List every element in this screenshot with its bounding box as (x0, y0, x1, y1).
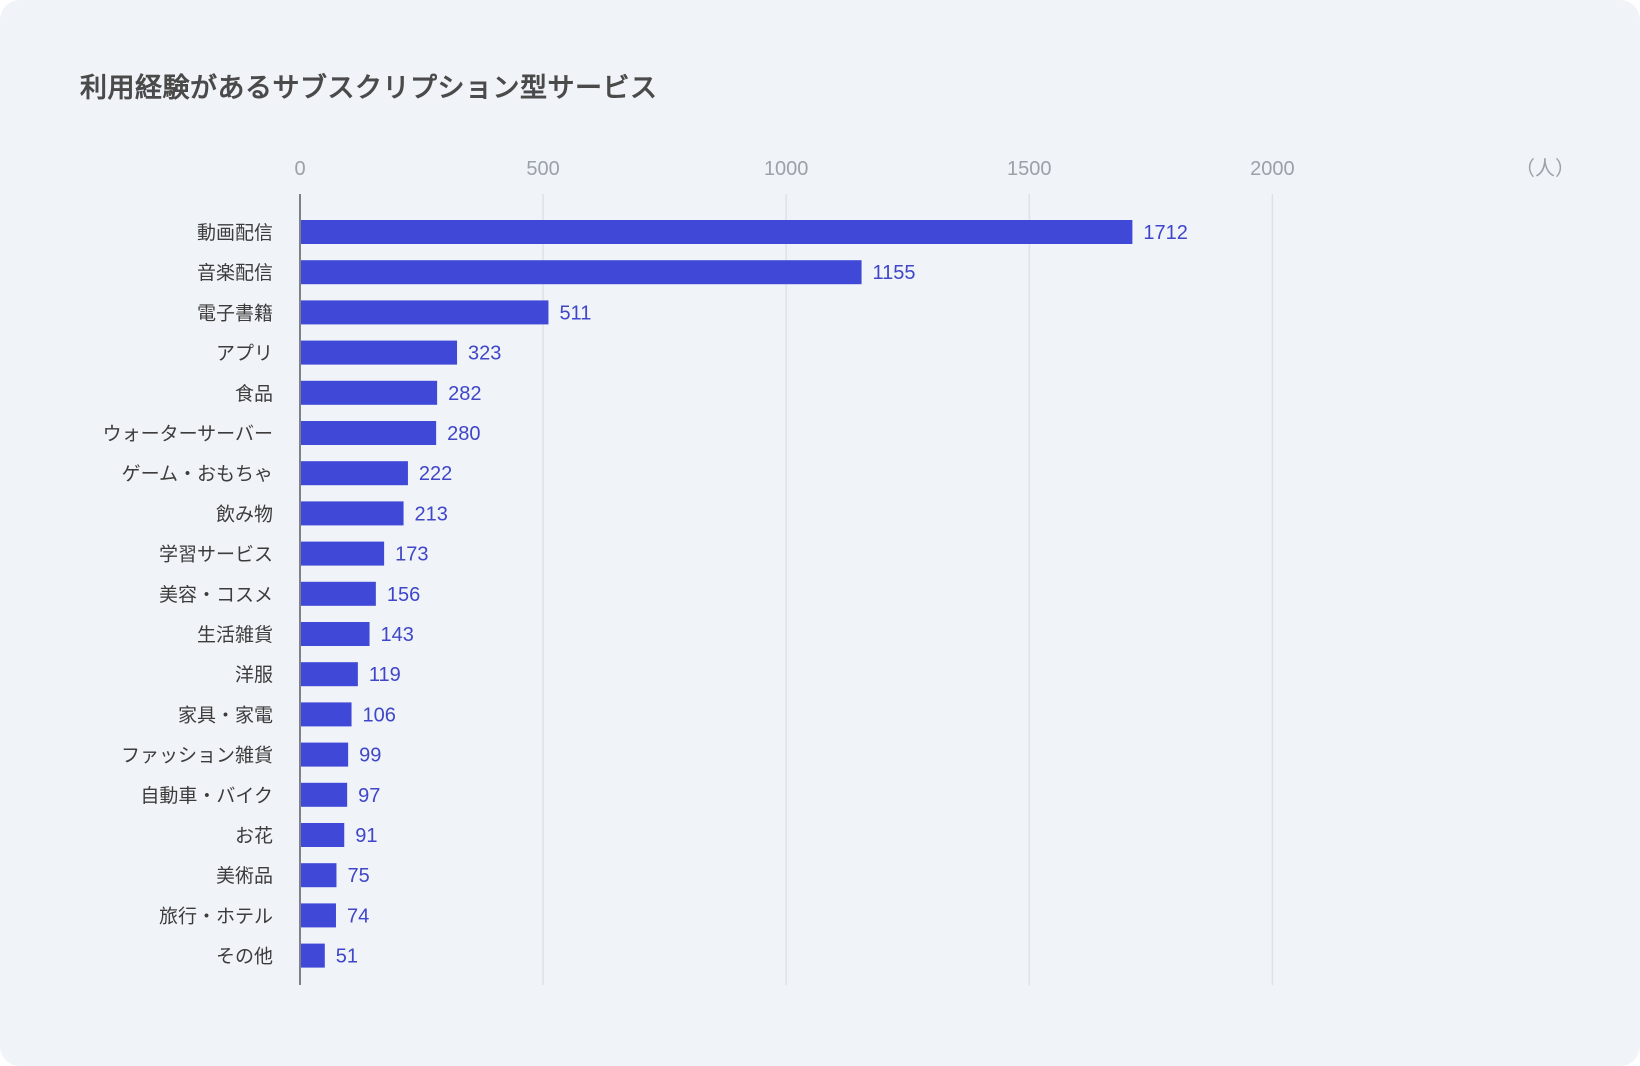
x-tick-label-2000: 2000 (1250, 158, 1295, 180)
category-label-15: お花 (235, 825, 273, 847)
category-label-18: その他 (216, 946, 273, 968)
value-label-11: 119 (369, 664, 401, 686)
value-label-1: 1155 (873, 262, 916, 284)
category-label-9: 美容・コスメ (159, 584, 273, 606)
category-label-7: 飲み物 (216, 503, 273, 525)
bar-3 (300, 340, 458, 365)
chart-title: 利用経験があるサブスクリプション型サービス (80, 73, 658, 104)
bar-16 (300, 863, 337, 888)
category-label-14: 自動車・バイク (140, 785, 273, 807)
x-tick-label-1000: 1000 (764, 158, 809, 180)
category-label-12: 家具・家電 (178, 704, 273, 726)
value-label-5: 280 (447, 423, 480, 445)
value-label-7: 213 (415, 503, 448, 525)
bar-2 (300, 300, 549, 325)
bar-17 (300, 903, 336, 928)
category-label-5: ウォーターサーバー (103, 423, 273, 445)
value-label-17: 74 (347, 905, 369, 927)
bars (300, 220, 1133, 968)
value-label-10: 143 (381, 624, 414, 646)
x-tick-label-0: 0 (294, 158, 305, 180)
value-label-3: 323 (468, 343, 501, 365)
bar-7 (300, 501, 404, 526)
category-label-6: ゲーム・おもちゃ (122, 463, 273, 485)
value-label-16: 75 (347, 865, 369, 887)
bar-13 (300, 742, 349, 767)
bar-10 (300, 622, 370, 646)
bar-18 (300, 943, 325, 968)
category-label-17: 旅行・ホテル (159, 905, 273, 927)
bar-14 (300, 782, 348, 807)
bar-4 (300, 380, 438, 405)
bar-15 (300, 823, 345, 847)
x-axis-ticks: 0 500 1000 1500 2000 (294, 158, 1294, 180)
bar-12 (300, 702, 352, 727)
category-label-1: 音楽配信 (197, 262, 273, 284)
category-labels: 動画配信音楽配信電子書籍アプリ食品ウォーターサーバーゲーム・おもちゃ飲み物学習サ… (103, 222, 273, 968)
bar-9 (300, 581, 376, 606)
value-label-8: 173 (395, 544, 428, 566)
value-label-9: 156 (387, 584, 420, 606)
bar-11 (300, 662, 358, 687)
bar-0 (300, 220, 1133, 244)
category-label-16: 美術品 (216, 865, 273, 887)
category-label-8: 学習サービス (159, 544, 273, 566)
category-label-2: 電子書籍 (197, 302, 273, 324)
category-label-4: 食品 (235, 383, 273, 405)
bar-5 (300, 421, 437, 445)
category-label-0: 動画配信 (197, 222, 273, 244)
x-tick-label-1500: 1500 (1007, 158, 1052, 180)
value-label-18: 51 (336, 946, 358, 968)
value-label-13: 99 (359, 745, 381, 767)
bar-8 (300, 541, 385, 566)
category-label-10: 生活雑貨 (197, 624, 273, 646)
bar-6 (300, 461, 408, 486)
category-label-11: 洋服 (235, 664, 273, 686)
value-labels: 1712 1155 511 323 282 280 222 213 173 156 143 119 10… (336, 222, 1188, 968)
value-label-0: 1712 (1143, 222, 1188, 244)
grid-lines (542, 194, 1274, 985)
value-label-4: 282 (448, 383, 481, 405)
x-axis-unit-label: （人） (1515, 157, 1575, 180)
bar-1 (300, 260, 862, 285)
value-label-6: 222 (419, 463, 452, 485)
value-label-12: 106 (363, 704, 396, 726)
category-label-13: ファッション雑貨 (121, 745, 273, 767)
value-label-15: 91 (355, 825, 377, 847)
value-label-14: 97 (358, 785, 380, 807)
category-label-3: アプリ (216, 343, 273, 365)
x-tick-label-500: 500 (526, 158, 559, 180)
value-label-2: 511 (559, 302, 591, 324)
